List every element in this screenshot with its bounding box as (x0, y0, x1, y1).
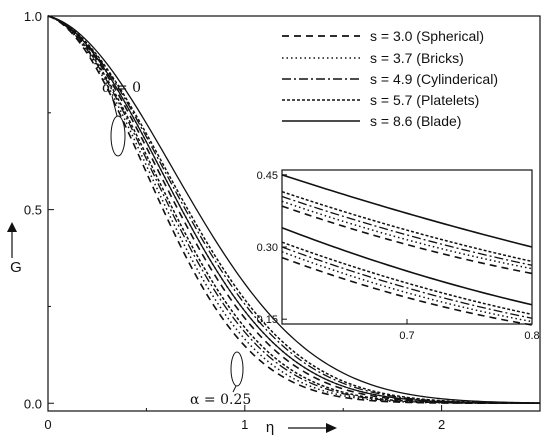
x-tick-label: 1 (241, 417, 248, 432)
legend-entry-cylinderical: s = 4.9 (Cylinderical) (282, 71, 498, 87)
inset-x-tick-label: 0.8 (524, 330, 539, 342)
main-plot-frame (47, 15, 541, 412)
legend-label-cylinderical: s = 4.9 (Cylinderical) (370, 71, 498, 87)
curve-solid-group-0 (47, 15, 541, 404)
inset-curve-dashdot-group-1 (281, 246, 533, 319)
inset-curve-solid-group-0 (281, 174, 533, 248)
main-curves (47, 15, 541, 405)
y-tick-label: 0.5 (24, 203, 42, 218)
main-ticks: 0 1 2 0.0 0.5 1.0 (24, 9, 445, 432)
legend-label-spherical: s = 3.0 (Spherical) (370, 28, 484, 44)
x-tick-label: 2 (438, 417, 445, 432)
inset-curve-dotted-group-0 (281, 200, 533, 270)
inset-curve-solid-group-1 (281, 227, 533, 306)
y-axis-arrow (7, 222, 17, 258)
inset-y-tick-label: 0.45 (257, 170, 278, 182)
annotation-alpha-025: α = 0.25 (190, 392, 251, 408)
legend-label-blade: s = 8.6 (Blade) (370, 113, 461, 129)
curve-shortdot-group-0 (47, 15, 541, 404)
y-axis-label: G (10, 259, 22, 276)
legend-label-platelets: s = 5.7 (Platelets) (370, 92, 479, 108)
inset-curve-dashed-group-0 (281, 205, 533, 275)
inset-curve-dotted-group-1 (281, 251, 533, 323)
curve-solid-group-1 (47, 15, 541, 404)
y-tick-label: 1.0 (24, 9, 42, 24)
legend-entry-bricks: s = 3.7 (Bricks) (282, 50, 464, 66)
inset-x-tick-label: 0.7 (399, 330, 414, 342)
annotation-alpha-0: α = 0 (102, 80, 141, 96)
legend-entry-blade: s = 8.6 (Blade) (282, 113, 461, 129)
legend-entry-platelets: s = 5.7 (Platelets) (282, 92, 479, 108)
inset-curve-shortdot-group-1 (281, 241, 533, 316)
curve-shortdot-group-1 (47, 15, 540, 404)
legend-label-bricks: s = 3.7 (Bricks) (370, 50, 464, 66)
inset-y-tick-label: 0.30 (257, 242, 278, 254)
curve-dashdot-group-1 (47, 15, 540, 404)
annotation-ellipse-alpha-0 (110, 115, 126, 157)
annotation-leader-alpha-025 (232, 385, 237, 393)
curve-dashed-group-1 (47, 15, 540, 405)
annotation-leader-alpha-0 (111, 95, 118, 117)
legend-entry-spherical: s = 3.0 (Spherical) (282, 28, 484, 44)
inset-ticks: 0.7 0.8 0.15 0.30 0.45 (257, 170, 540, 342)
inset-curves (281, 174, 533, 326)
inset-plot-frame (281, 169, 533, 325)
annotation-ellipse-alpha-025 (230, 351, 244, 387)
legend: s = 3.0 (Spherical) s = 3.7 (Bricks) s =… (282, 28, 498, 129)
y-tick-label: 0.0 (24, 396, 42, 411)
inset-curve-dashed-group-1 (281, 256, 533, 326)
inset-curve-shortdot-group-0 (281, 190, 533, 263)
curve-dotted-group-1 (47, 15, 541, 404)
x-axis-label: η (266, 419, 274, 436)
x-axis-arrow (288, 423, 337, 433)
inset-curve-dashdot-group-0 (281, 195, 533, 266)
inset-y-tick-label: 0.15 (257, 314, 278, 326)
x-tick-label: 0 (44, 417, 51, 432)
